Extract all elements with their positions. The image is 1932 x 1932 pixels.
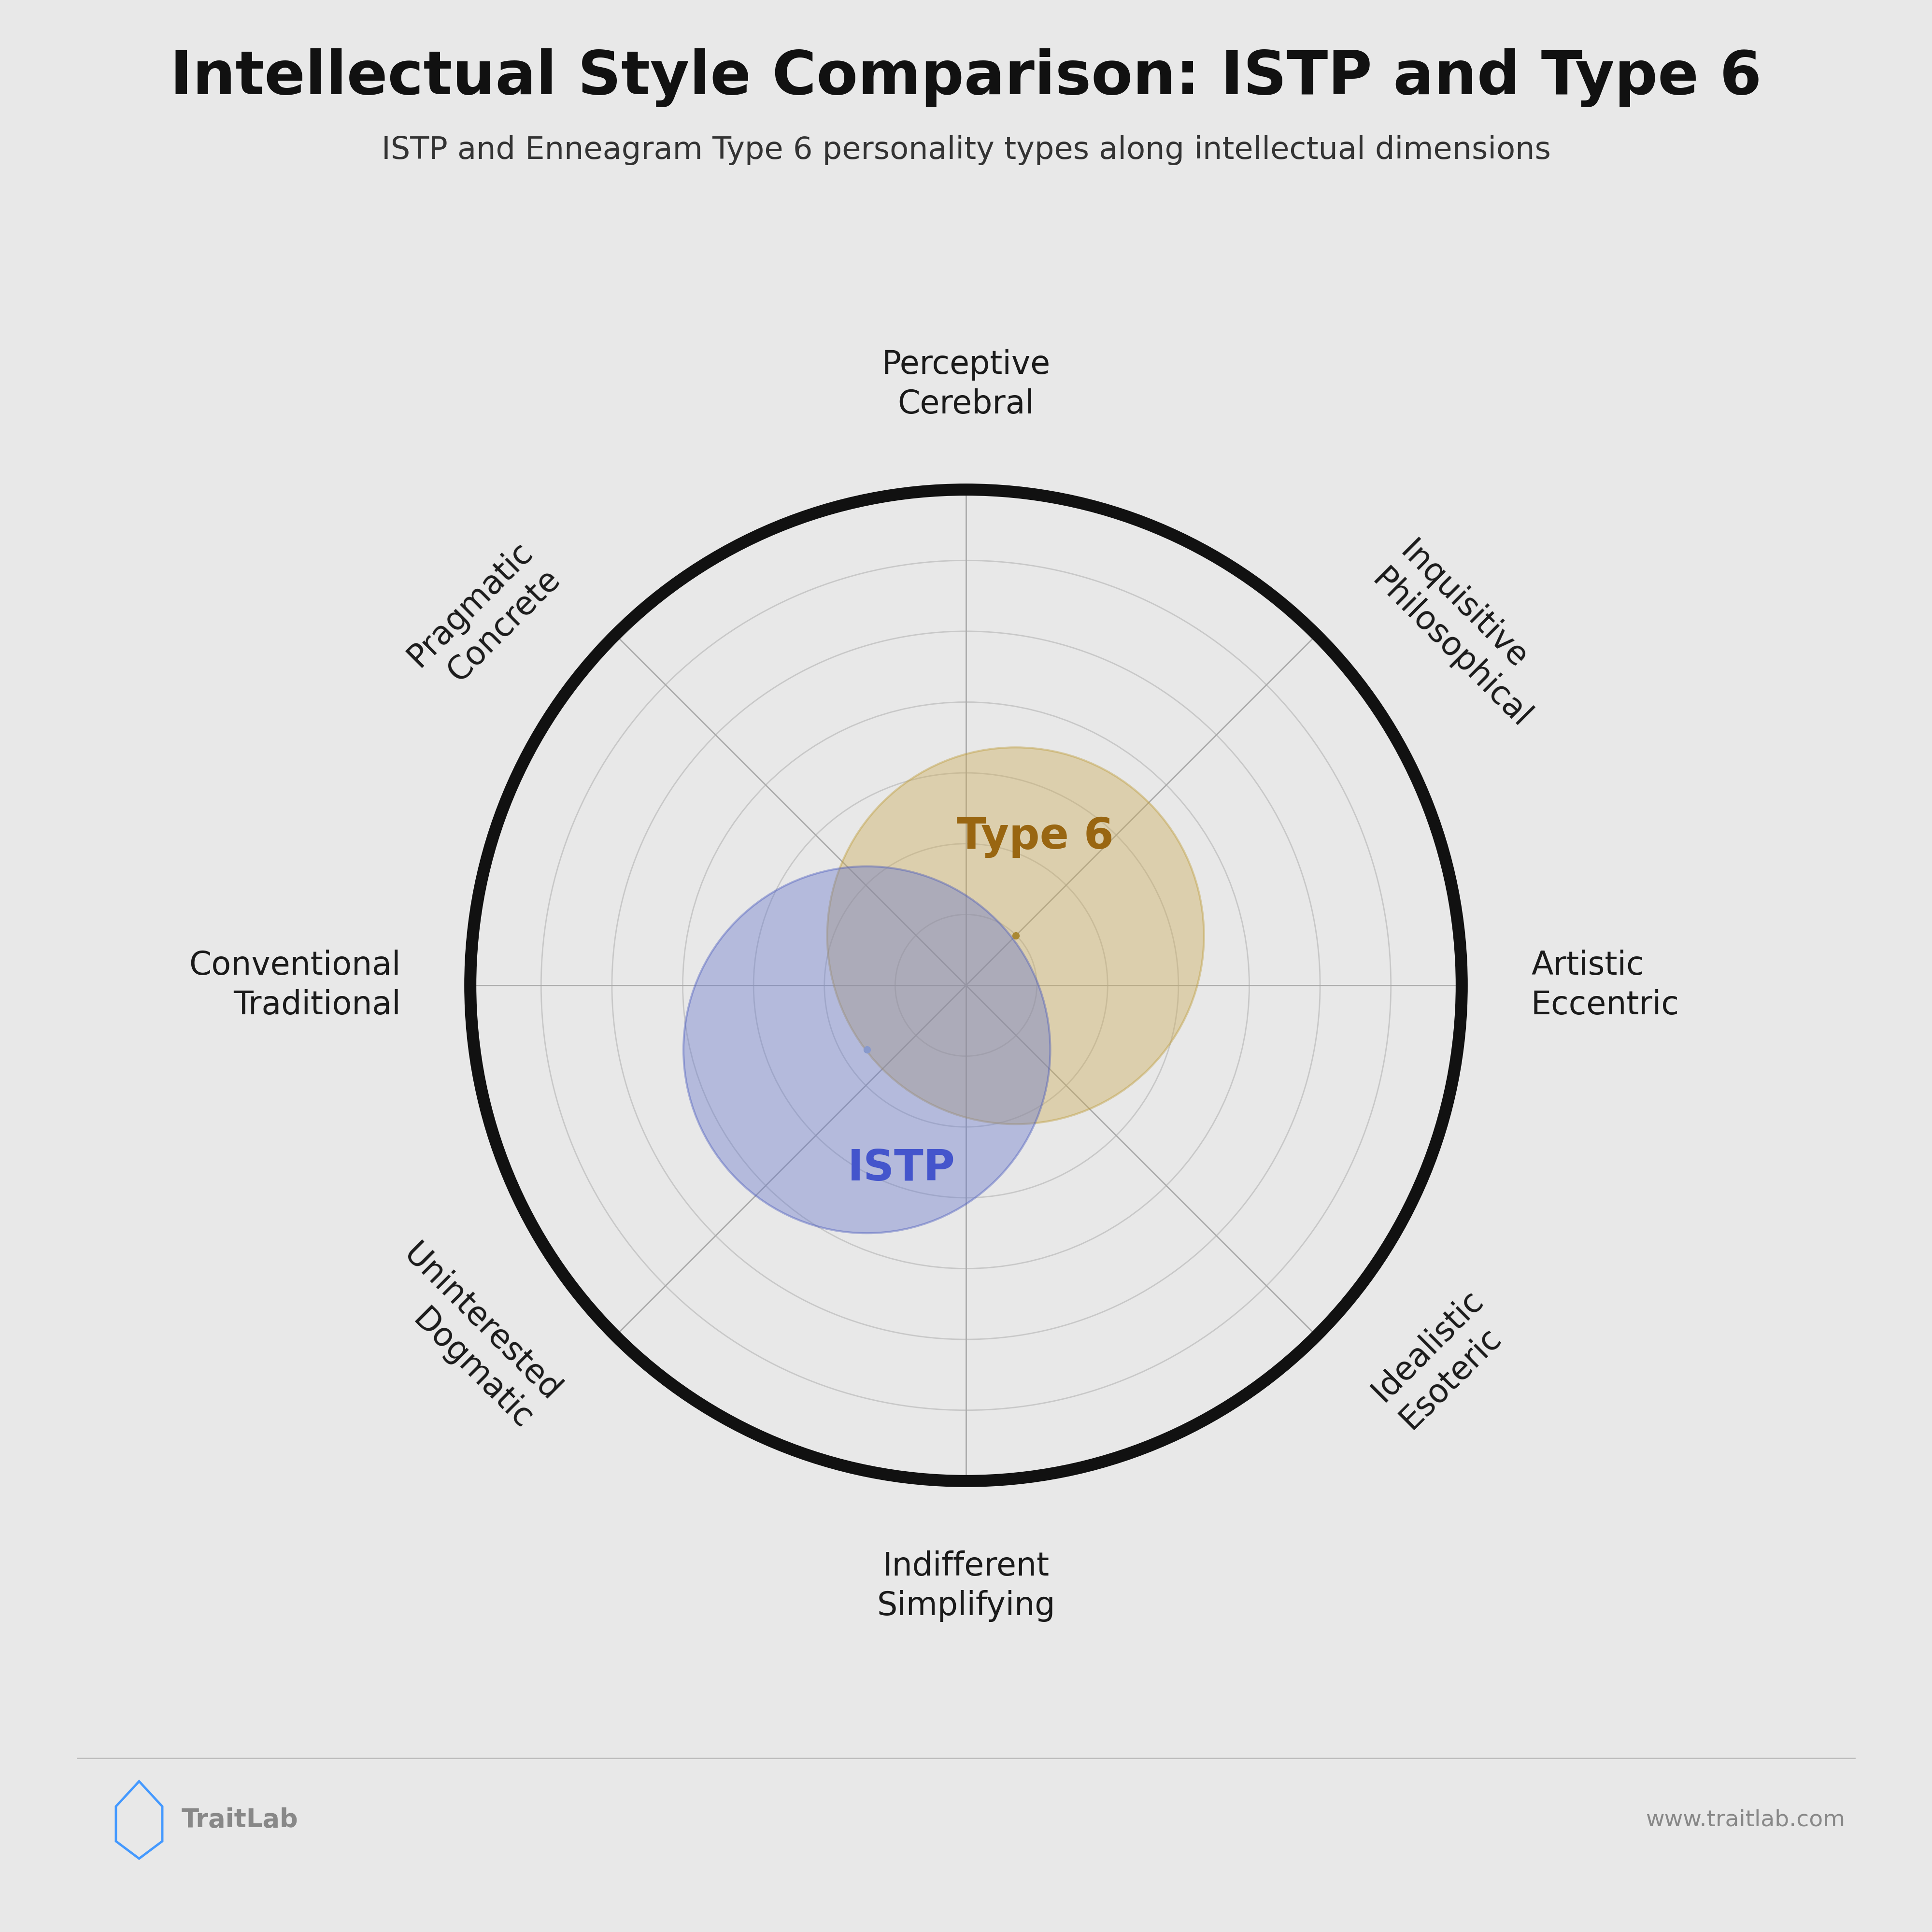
Text: Intellectual Style Comparison: ISTP and Type 6: Intellectual Style Comparison: ISTP and …	[170, 48, 1762, 106]
Text: Perceptive
Cerebral: Perceptive Cerebral	[881, 350, 1051, 421]
Text: Conventional
Traditional: Conventional Traditional	[189, 951, 402, 1020]
Circle shape	[684, 866, 1051, 1233]
Text: Pragmatic
Concrete: Pragmatic Concrete	[402, 535, 566, 701]
Text: Idealistic
Esoteric: Idealistic Esoteric	[1366, 1283, 1517, 1435]
Text: Uninterested
Dogmatic: Uninterested Dogmatic	[369, 1238, 566, 1435]
Text: ISTP and Enneagram Type 6 personality types along intellectual dimensions: ISTP and Enneagram Type 6 personality ty…	[381, 135, 1551, 166]
Text: Type 6: Type 6	[956, 815, 1115, 858]
Text: Inquisitive
Philosophical: Inquisitive Philosophical	[1366, 535, 1565, 734]
Circle shape	[827, 748, 1204, 1124]
Text: www.traitlab.com: www.traitlab.com	[1646, 1808, 1845, 1832]
Text: TraitLab: TraitLab	[182, 1808, 298, 1832]
Text: Indifferent
Simplifying: Indifferent Simplifying	[877, 1549, 1055, 1621]
Text: Artistic
Eccentric: Artistic Eccentric	[1530, 951, 1679, 1020]
Text: ISTP: ISTP	[848, 1148, 956, 1190]
